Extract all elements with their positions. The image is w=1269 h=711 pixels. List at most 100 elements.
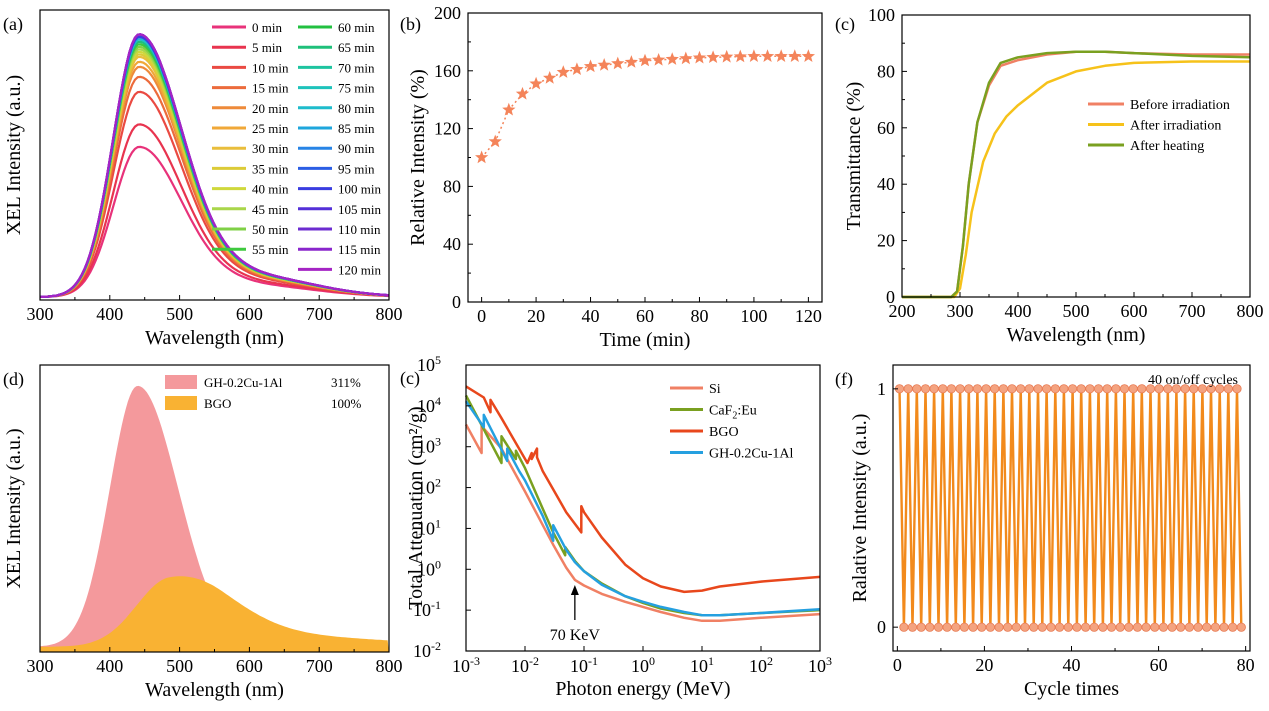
panel-a-legend-label: 100 min — [338, 182, 381, 197]
panel-c-top-legend: Before irradiation After irradiation After… — [1088, 98, 1230, 154]
panel-d-legend-swatch — [165, 396, 197, 410]
panel-f-cycle-marker — [1011, 622, 1021, 632]
panel-b-star-marker — [638, 53, 652, 67]
panel-c-top-legend-label: After heating — [1130, 139, 1204, 154]
panel-c-bottom-legend-label: CaF2:Eu — [709, 404, 757, 422]
panel-c-top-x-tick-label: 400 — [1005, 301, 1032, 321]
panel-f-y-tick-label: 1 — [877, 379, 886, 399]
panel-d-chart: 300 400 500 600 700 800 (d) Wavelength (nm) XEL … — [3, 364, 403, 701]
panel-a-legend-label: 35 min — [252, 161, 289, 176]
panel-b-star-marker — [611, 56, 625, 70]
panel-c-bottom-annotation-arrowhead — [570, 585, 579, 595]
panel-c-bottom-x-tick-exponent: 3 — [826, 654, 832, 668]
panel-c-bottom-legend-label: BGO — [709, 425, 739, 440]
panel-d-x-tick-label: 600 — [236, 656, 263, 676]
panel-f-cycle-marker — [1137, 384, 1147, 394]
panel-a-legend-label: 105 min — [338, 202, 381, 217]
panel-b-star-marker — [801, 49, 815, 62]
panel-c-top-y-tick-label: 0 — [886, 287, 895, 307]
panel-d-panel-label: (d) — [3, 369, 24, 390]
panel-c-bottom-x-tick-exponent: 0 — [649, 654, 655, 668]
panel-d-legend-value: 100% — [331, 396, 362, 411]
panel-a-x-tick-label: 600 — [236, 304, 263, 324]
panel-b-y-tick-label: 80 — [443, 176, 461, 196]
panel-f-cycle-marker — [933, 622, 944, 632]
panel-b-star-marker — [502, 102, 516, 116]
panel-c-top-x-tick-label: 700 — [1179, 301, 1206, 321]
panel-f-cycle-marker — [1128, 384, 1138, 394]
panel-f-cycle-marker — [1093, 384, 1104, 394]
panel-f-x-axis-label: Cycle times — [1024, 678, 1119, 700]
panel-b-star-marker — [652, 53, 666, 66]
panel-a-legend-label: 25 min — [252, 121, 289, 136]
panel-f-cycle-marker — [1115, 622, 1125, 632]
panel-b-trend-line — [481, 55, 809, 158]
panel-f-cycle-marker — [1202, 622, 1212, 632]
panel-c-bottom-legend: Si CaF2:Eu BGO GH-0.2Cu-1Al — [670, 382, 793, 462]
panel-c-top-plot-frame — [901, 14, 1251, 298]
panel-c-top-x-axis-label: Wavelength (nm) — [1007, 324, 1146, 346]
panel-a-legend-label: 110 min — [338, 222, 381, 237]
panel-c-bottom-x-tick-label: 10-2 — [511, 654, 539, 676]
panel-f-cycle-marker — [1106, 622, 1117, 632]
panel-f-cycle-marker — [1184, 622, 1195, 632]
panel-a-x-tick-label: 800 — [376, 304, 403, 324]
panel-c-top-x-tick-label: 200 — [889, 301, 916, 321]
panel-f-y-axis-label: Ralative Intensity (a.u.) — [849, 414, 871, 603]
panel-c-bottom-y-tick-exponent: 0 — [435, 557, 441, 571]
panel-b-star-marker — [475, 150, 489, 164]
panel-f-x-tick-label: 0 — [893, 655, 902, 675]
panel-b-x-tick-label: 120 — [795, 306, 822, 326]
panel-a-legend-label: 70 min — [338, 60, 375, 75]
panel-c-top-legend-label: After irradiation — [1130, 119, 1221, 134]
panel-b-star-marker — [570, 62, 584, 75]
panel-f-cycle-marker — [1068, 384, 1078, 394]
panel-a-x-tick-label: 500 — [166, 304, 193, 324]
panel-b-y-tick-label: 40 — [443, 234, 461, 254]
panel-f-cycle-marker — [1081, 622, 1091, 632]
panel-c-bottom-y-tick-exponent: -1 — [431, 598, 441, 612]
panel-f-cycle-marker — [955, 384, 965, 394]
panel-a-x-axis-label: Wavelength (nm) — [145, 327, 284, 349]
panel-f-cycle-marker — [1050, 384, 1060, 394]
panel-c-bottom-chart: 10-3 10-2 10-1 100 101 102 10310-210-110010110… — [400, 353, 832, 700]
panel-a-legend-label: 60 min — [338, 20, 375, 35]
panel-f-cycle-marker — [1020, 622, 1030, 632]
panel-a-legend-label: 90 min — [338, 141, 375, 156]
panel-c-bottom-x-tick-exponent: -1 — [588, 654, 598, 668]
panel-f-cycle-marker — [1037, 622, 1047, 632]
panel-c-bottom-series-group — [464, 385, 821, 623]
panel-f-cycle-marker — [1228, 622, 1238, 632]
panel-f-cycle-marker — [1176, 622, 1186, 632]
panel-c-bottom-y-tick-label: 105 — [417, 353, 441, 375]
panel-f-x-tick-label: 20 — [975, 655, 993, 675]
panel-c-bottom-x-tick-exponent: 1 — [708, 654, 714, 668]
panel-a-series-line — [40, 33, 390, 298]
panel-f-annotation: 40 on/off cycles — [1148, 373, 1238, 388]
panel-c-bottom-y-tick-exponent: 1 — [435, 516, 441, 530]
panel-c-bottom-panel-label: (c) — [400, 368, 420, 389]
panel-c-bottom-x-tick-label: 102 — [749, 654, 773, 676]
panel-f-x-tick-label: 60 — [1150, 655, 1168, 675]
panel-a-chart: 300 400 500 600 700 800 (a) Wavelength (nm) XEL … — [3, 9, 403, 349]
panel-f-cycle-marker — [916, 622, 926, 632]
panel-b-star-marker — [774, 49, 788, 62]
panel-c-bottom-annotation-label: 70 KeV — [550, 627, 601, 644]
panel-c-bottom-y-tick-label: 10-2 — [413, 639, 441, 661]
panel-c-bottom-y-tick-exponent: 3 — [435, 435, 441, 449]
panel-b-star-marker — [515, 86, 530, 100]
panel-c-bottom-series-line — [465, 385, 821, 594]
panel-c-top-series-line — [902, 50, 1251, 299]
panel-f-cycle-marker — [1232, 384, 1242, 394]
panel-b-star-marker — [556, 65, 570, 78]
panel-a-x-tick-label: 400 — [96, 304, 123, 324]
panel-b-x-tick-label: 40 — [582, 306, 600, 326]
panel-d-x-tick-label: 300 — [27, 656, 54, 676]
panel-c-bottom-y-axis-label: Total Attenuation (cm²/g) — [405, 406, 427, 609]
panel-c-bottom-x-tick-exponent: -3 — [470, 654, 480, 668]
panel-a-legend-label: 55 min — [252, 242, 289, 257]
panel-d-series-area — [40, 576, 389, 652]
panel-f-cycle-marker — [1016, 384, 1026, 394]
panel-f-y-tick-label: 0 — [877, 617, 886, 637]
panel-a-legend-label: 85 min — [338, 121, 375, 136]
